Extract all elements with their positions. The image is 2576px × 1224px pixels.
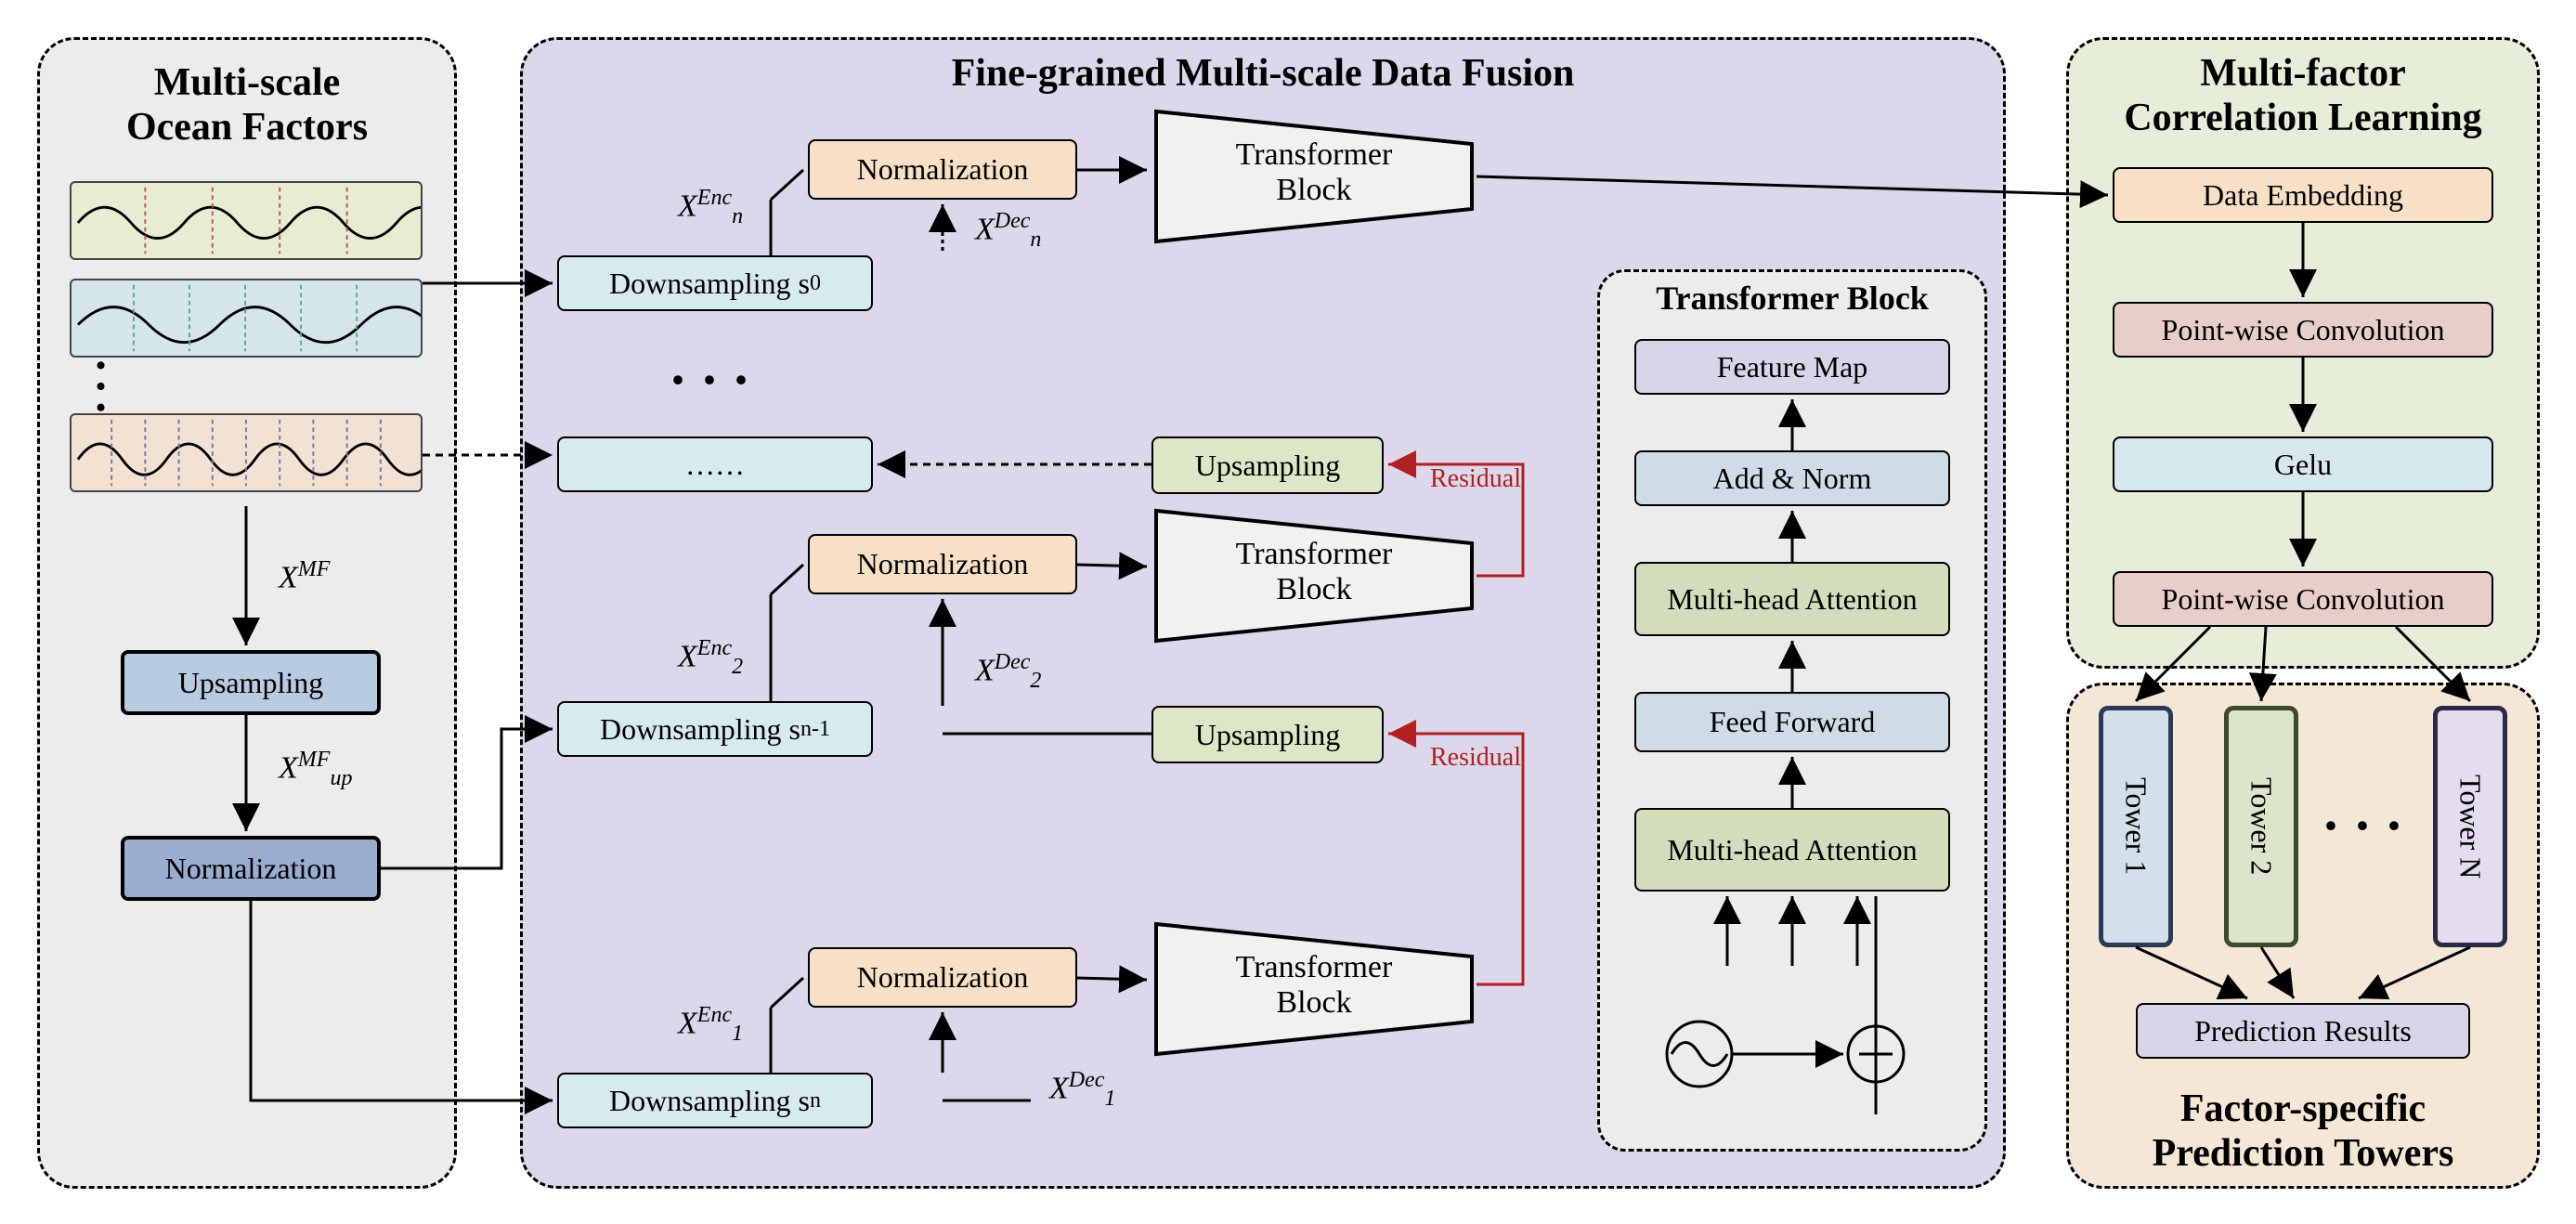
label-x1-dec: XDec1 [1049,1068,1115,1112]
wave-1 [70,181,423,260]
normalization-bot-box: Normalization [808,947,1077,1008]
normalization-top-box: Normalization [808,139,1077,200]
residual-label-2: Residual [1430,743,1521,773]
label-xn-enc: XEncn [678,186,743,229]
add-norm-box: Add & Norm [1634,450,1950,506]
label-x1-enc: XEnc1 [678,1003,743,1047]
downsample-snm1-box: Downsampling sn-1 [557,701,873,757]
row-ellipsis: ··· [669,348,763,412]
data-embedding-box: Data Embedding [2113,167,2493,223]
feed-forward-box: Feed Forward [1634,692,1950,752]
wave-2 [70,279,423,358]
residual-label-1: Residual [1430,464,1521,494]
downsample-s0-box: Downsampling s0 [557,255,873,311]
wave-vdots: ··· [74,358,128,421]
pw-conv-2-box: Point-wise Convolution [2113,571,2493,627]
dots-row-box: …… [557,436,873,492]
mha-top-box: Multi-head Attention [1634,562,1950,636]
transformer-detail-title: Transformer Block [1597,279,1987,318]
downsample-sn-box: Downsampling sn [557,1073,873,1128]
label-xn-dec: XDecn [975,209,1041,253]
label-x2-dec: XDec2 [975,650,1041,694]
tower-dots: ··· [2322,794,2416,858]
transformer-block-bot-label: Transformer Block [1170,950,1458,1021]
upsampling-mid2-box: Upsampling [1151,706,1384,763]
tower-2: Tower 2 [2224,706,2298,947]
corr-title: Multi-factor Correlation Learning [2066,51,2540,140]
pw-conv-1-box: Point-wise Convolution [2113,302,2493,358]
transformer-block-top-label: Transformer Block [1170,137,1458,208]
upsampling-left-box: Upsampling [121,650,381,715]
label-xmf: XMF [279,557,330,595]
tower-n: Tower N [2433,706,2507,947]
wave-3 [70,413,423,492]
transformer-input-icons [1634,970,1950,1138]
label-xmf-up: XMFup [279,748,352,791]
transformer-block-mid-label: Transformer Block [1170,537,1458,607]
mha-bot-box: Multi-head Attention [1634,808,1950,892]
normalization-left-box: Normalization [121,836,381,901]
upsampling-mid1-box: Upsampling [1151,436,1384,494]
prediction-results-box: Prediction Results [2136,1003,2470,1059]
fusion-title: Fine-grained Multi-scale Data Fusion [520,51,2006,96]
tower-1: Tower 1 [2099,706,2173,947]
towers-title: Factor-specific Prediction Towers [2066,1087,2540,1176]
gelu-box: Gelu [2113,436,2493,492]
feature-map-box: Feature Map [1634,339,1950,395]
normalization-mid-box: Normalization [808,534,1077,594]
ocean-title: Multi-scale Ocean Factors [37,60,457,150]
label-x2-enc: XEnc2 [678,636,743,680]
